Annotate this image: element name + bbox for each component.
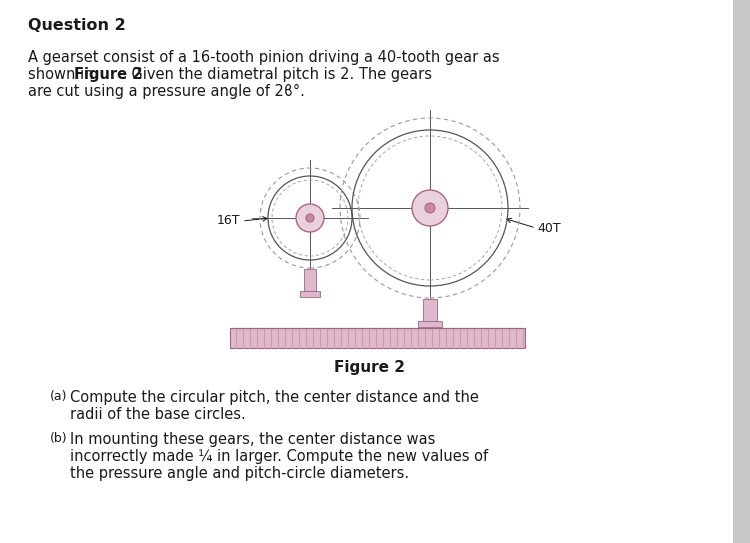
Text: shown in: shown in — [28, 67, 98, 82]
Text: the pressure angle and pitch-circle diameters.: the pressure angle and pitch-circle diam… — [70, 466, 410, 481]
Text: radii of the base circles.: radii of the base circles. — [70, 407, 246, 422]
Bar — [300, 291, 320, 297]
Text: (b): (b) — [50, 432, 68, 445]
Text: Compute the circular pitch, the center distance and the: Compute the circular pitch, the center d… — [70, 390, 479, 405]
Text: 16T: 16T — [217, 214, 240, 228]
Circle shape — [296, 204, 324, 232]
Text: 40T: 40T — [537, 222, 560, 235]
Text: (a): (a) — [50, 390, 68, 403]
Text: incorrectly made ¼ in larger. Compute the new values of: incorrectly made ¼ in larger. Compute th… — [70, 449, 488, 464]
Circle shape — [425, 203, 435, 213]
Bar — [418, 321, 442, 327]
Bar — [733, 0, 750, 543]
Circle shape — [412, 190, 448, 226]
Bar — [423, 299, 437, 321]
Circle shape — [306, 214, 314, 222]
Bar — [304, 269, 316, 291]
Text: Figure 2: Figure 2 — [74, 67, 142, 82]
Bar — [230, 328, 525, 348]
Text: In mounting these gears, the center distance was: In mounting these gears, the center dist… — [70, 432, 435, 447]
Text: . Given the diametral pitch is 2. The gears: . Given the diametral pitch is 2. The ge… — [122, 67, 432, 82]
Text: Question 2: Question 2 — [28, 18, 126, 33]
Text: are cut using a pressure angle of 2ϐ°.: are cut using a pressure angle of 2ϐ°. — [28, 84, 305, 99]
Text: A gearset consist of a 16-tooth pinion driving a 40-tooth gear as: A gearset consist of a 16-tooth pinion d… — [28, 50, 500, 65]
Text: Figure 2: Figure 2 — [334, 360, 406, 375]
